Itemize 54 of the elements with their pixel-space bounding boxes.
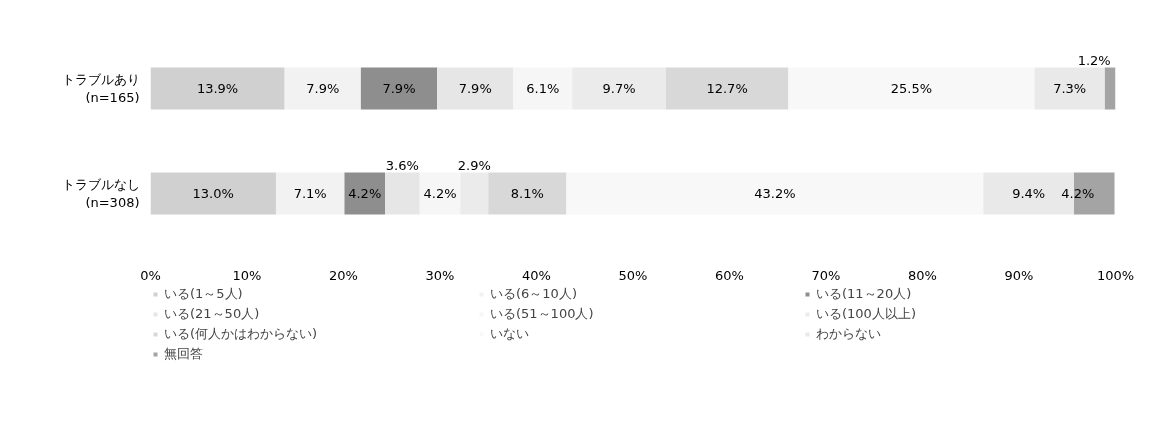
x-tick-label: 80%	[908, 267, 937, 283]
bar	[275, 172, 345, 215]
x-tick-label: 30%	[425, 267, 455, 283]
bar	[360, 67, 438, 110]
data-label: 7.1%	[293, 186, 327, 201]
legend-label: いる(何人かはわからない)	[164, 325, 319, 343]
legend-label: いる(51～100人)	[490, 305, 595, 323]
bar	[344, 172, 385, 215]
data-label: 9.7%	[602, 81, 636, 96]
legend-label: 無回答	[164, 345, 204, 363]
data-label: 43.2%	[754, 186, 796, 201]
data-label: 7.9%	[382, 81, 416, 96]
x-tick-label: 20%	[329, 267, 358, 283]
data-label: 4.2%	[423, 186, 457, 201]
bar	[1104, 67, 1116, 110]
bar	[284, 67, 361, 110]
legend-label: わからない	[816, 325, 882, 343]
legend-label: いる(21～50人)	[164, 305, 261, 323]
legend-label: いる(100人以上)	[816, 305, 917, 323]
y-tick-label: トラブルなし (n=308)	[61, 177, 140, 210]
x-tick-label: 10%	[232, 267, 262, 283]
data-label: 4.2%	[1061, 186, 1095, 201]
data-label: 13.0%	[192, 186, 234, 201]
bar	[384, 172, 420, 215]
data-label: 8.1%	[510, 186, 544, 201]
legend-label: いる(11～20人)	[816, 285, 913, 303]
legend-label: いる(6～10人)	[490, 285, 578, 303]
x-tick-label: 40%	[522, 267, 551, 283]
x-tick-label: 100%	[1096, 267, 1135, 283]
data-label: 7.9%	[306, 81, 340, 96]
data-label: 25.5%	[890, 81, 933, 96]
data-label: 13.9%	[196, 81, 239, 96]
x-tick-label: 0%	[140, 267, 161, 283]
data-label: 3.6%	[385, 157, 419, 173]
data-label: 7.3%	[1053, 81, 1087, 96]
x-tick-label: 90%	[1004, 267, 1034, 283]
bar	[1034, 67, 1105, 110]
y-tick-label: トラブルあり (n=165)	[61, 72, 140, 105]
data-label: 12.7%	[706, 81, 748, 96]
data-label: 2.9%	[457, 157, 491, 173]
x-tick-label: 60%	[715, 267, 744, 283]
data-label: 4.2%	[348, 186, 382, 201]
bar	[437, 67, 514, 110]
data-label: 9.4%	[1012, 186, 1046, 201]
x-tick-label: 50%	[618, 267, 648, 283]
bar	[150, 172, 276, 215]
data-label: 1.2%	[1077, 52, 1111, 68]
legend-label: いる(1～5人)	[164, 285, 244, 303]
legend-label: いない	[490, 325, 530, 343]
data-label: 7.9%	[458, 81, 492, 96]
bar	[150, 67, 285, 110]
bar	[488, 172, 567, 215]
x-tick-label: 70%	[811, 267, 841, 283]
data-label: 6.1%	[526, 81, 560, 96]
